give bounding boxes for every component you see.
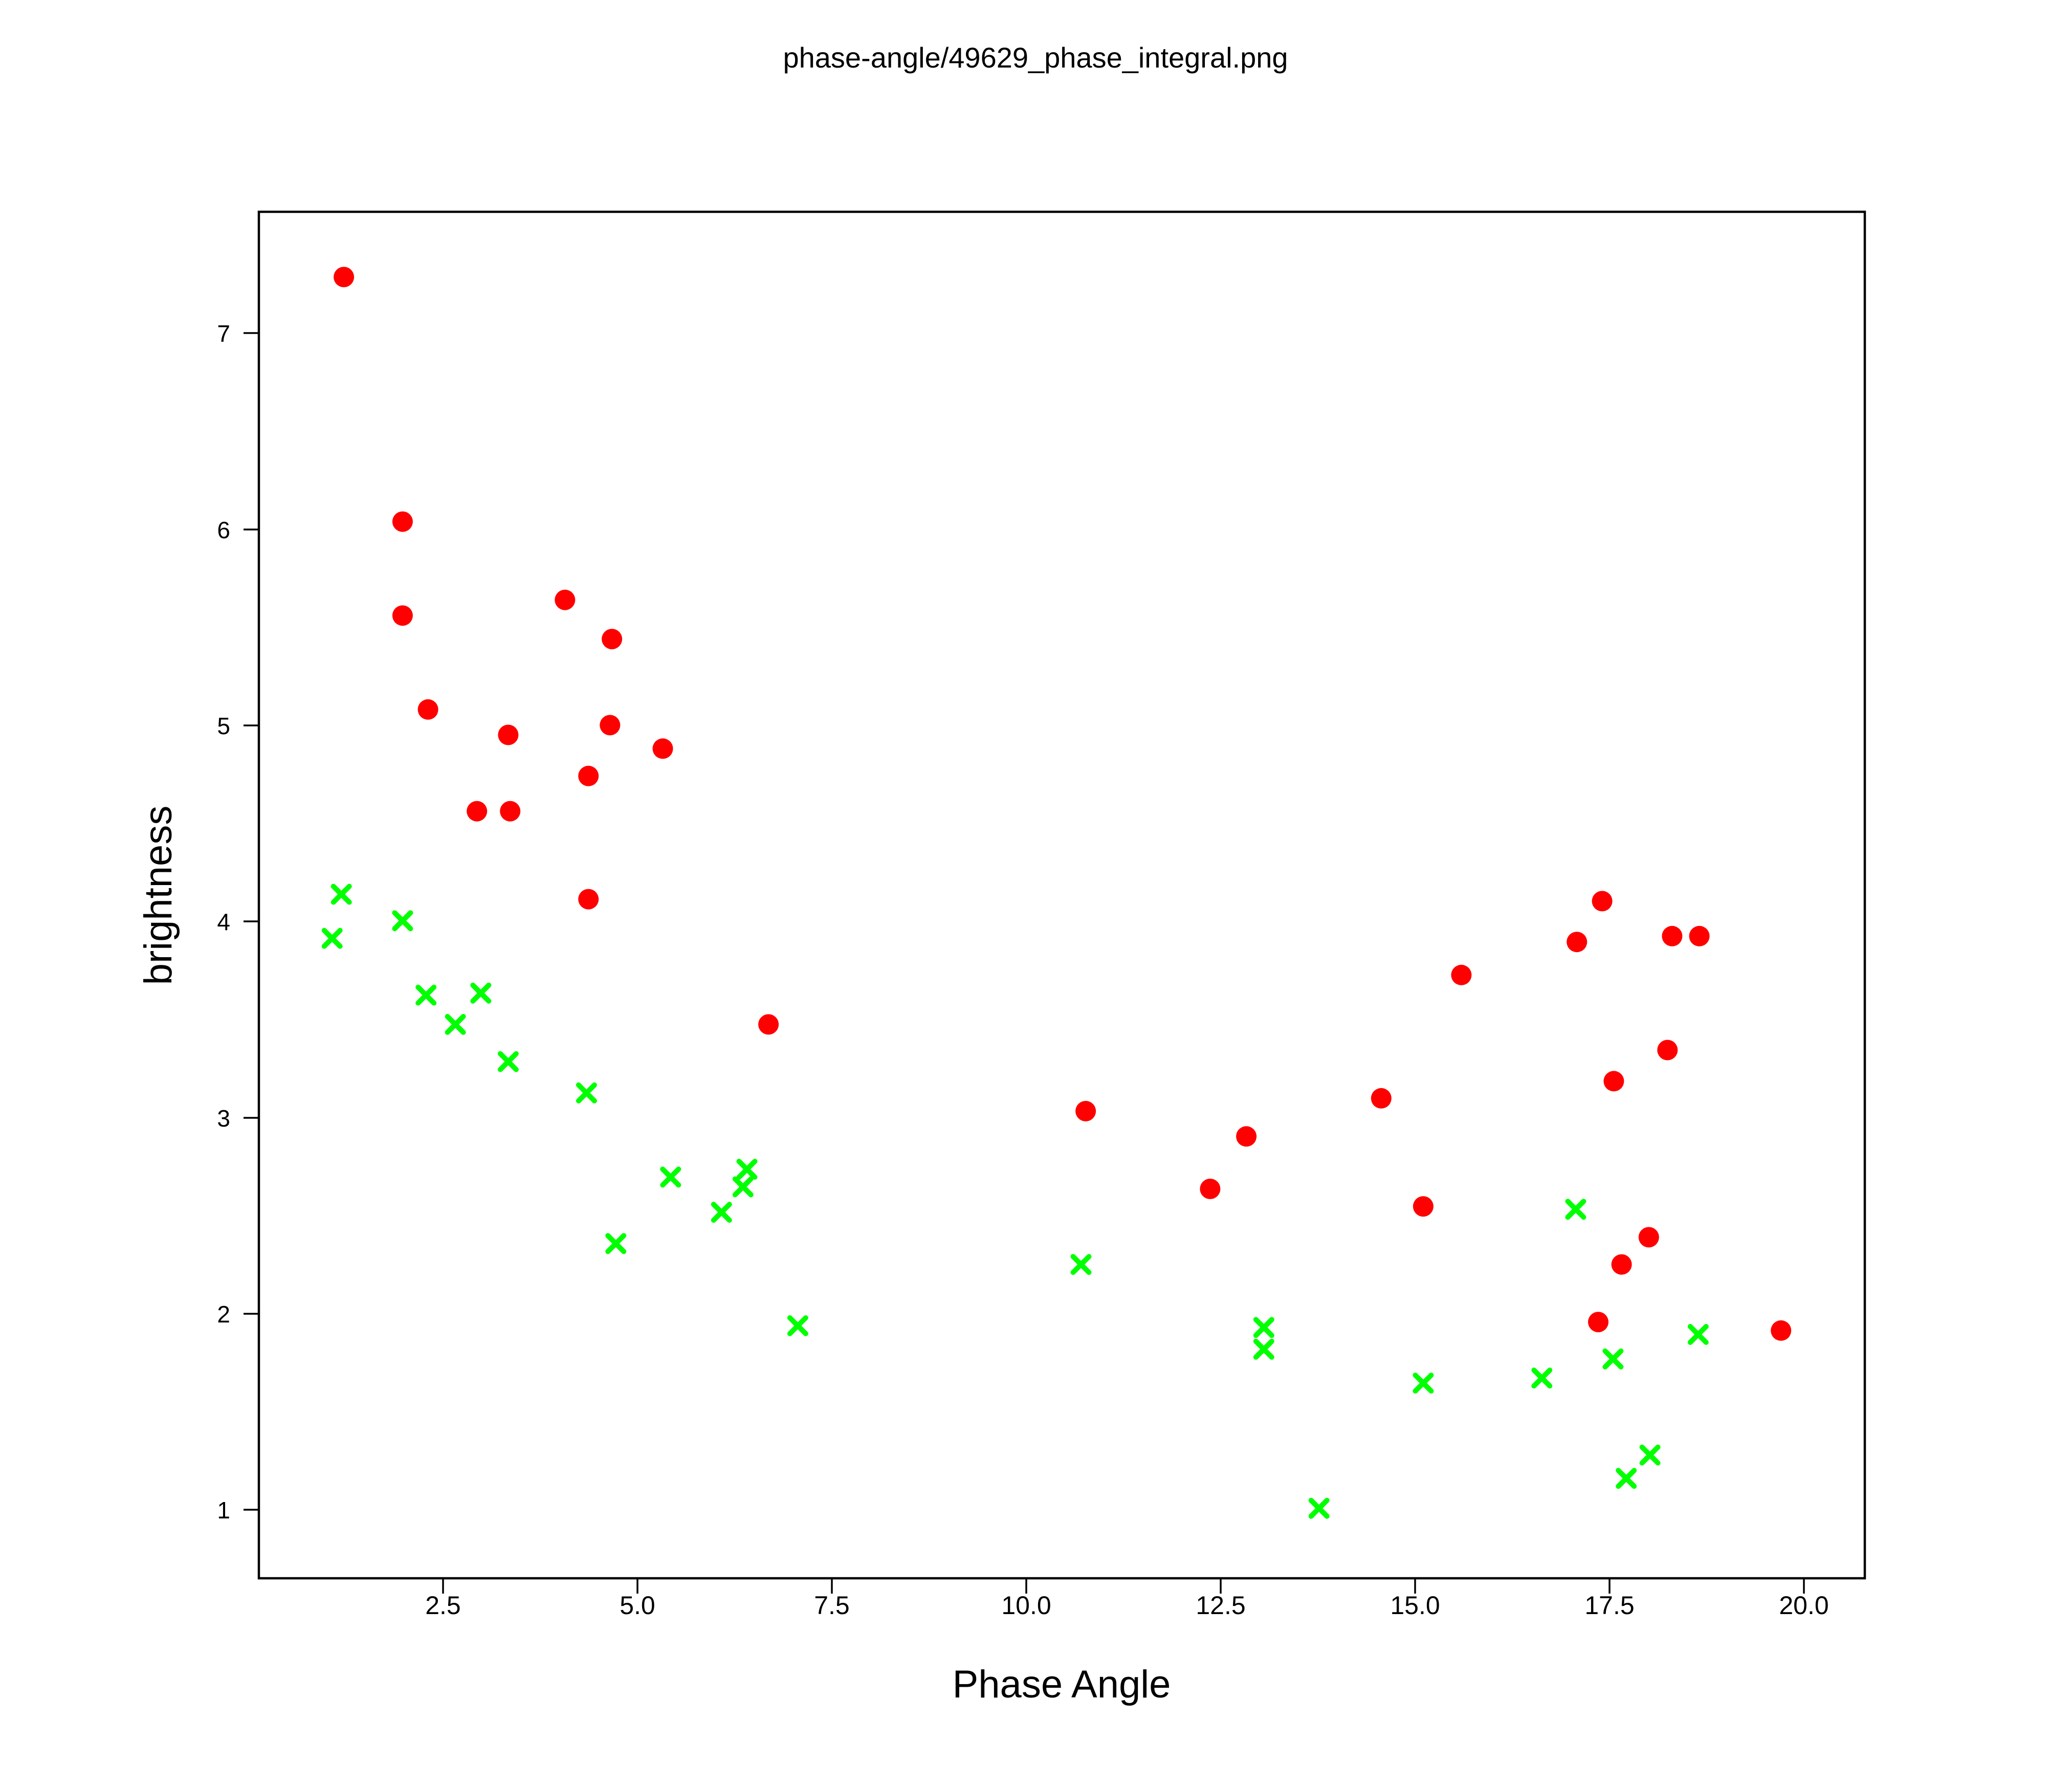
svg-text:12.5: 12.5 (1196, 1591, 1245, 1620)
svg-text:1: 1 (217, 1497, 230, 1524)
svg-text:brightness: brightness (137, 806, 180, 985)
svg-text:17.5: 17.5 (1584, 1591, 1634, 1620)
svg-text:5: 5 (217, 713, 230, 739)
svg-text:7: 7 (217, 320, 230, 347)
svg-text:Phase Angle: Phase Angle (953, 1663, 1171, 1706)
svg-text:10.0: 10.0 (1001, 1591, 1051, 1620)
svg-text:4: 4 (217, 909, 230, 935)
svg-text:7.5: 7.5 (814, 1591, 850, 1620)
svg-text:20.0: 20.0 (1779, 1591, 1828, 1620)
svg-text:2: 2 (217, 1301, 230, 1328)
svg-text:5.0: 5.0 (620, 1591, 655, 1620)
svg-text:phase-angle/49629_phase_integr: phase-angle/49629_phase_integral.png (783, 41, 1288, 74)
svg-text:15.0: 15.0 (1390, 1591, 1440, 1620)
svg-text:2.5: 2.5 (425, 1591, 461, 1620)
svg-text:3: 3 (217, 1105, 230, 1132)
svg-text:6: 6 (217, 517, 230, 543)
